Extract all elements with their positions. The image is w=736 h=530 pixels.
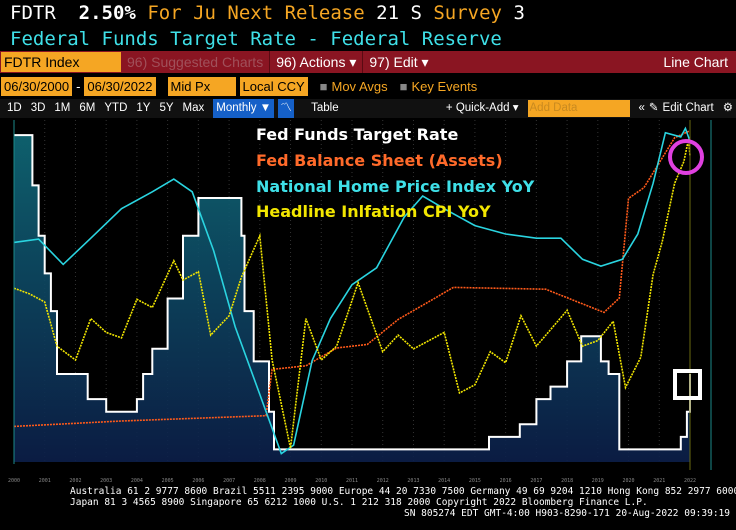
highlight-circle [668,139,704,175]
pencil-icon: ✎ [648,102,659,114]
legend: Fed Funds Target Rate Fed Balance Sheet … [256,125,535,221]
legend-cpi: Headline Inlfation CPI YoY [256,202,491,221]
next-release-label: Next Release [227,2,365,24]
currency-select[interactable]: Local CCY [239,77,308,96]
next-release-value: 21 S [376,2,422,24]
footer-session: SN 805274 EDT GMT-4:00 H903-8290-171 20-… [403,508,730,519]
x-tick-label: 2020 [623,478,635,484]
x-tick-label: 2008 [254,478,266,484]
x-tick-label: 2001 [39,478,51,484]
x-tick-label: 2016 [500,478,512,484]
x-tick-label: 2015 [469,478,481,484]
x-tick-label: 2006 [192,478,204,484]
x-tick-label: 2009 [285,478,297,484]
fed-funds-area [14,135,690,462]
period-1y[interactable]: 1Y [136,102,151,114]
highlight-box [673,369,702,400]
start-date-input[interactable]: 06/30/2000 [1,77,73,96]
x-tick-label: 2005 [162,478,174,484]
end-date-input[interactable]: 06/30/2022 [84,77,156,96]
survey-label: Survey [433,2,502,24]
x-tick-label: 2018 [561,478,573,484]
x-tick-label: 2004 [131,478,143,484]
security-description: Federal Funds Target Rate - Federal Rese… [10,28,502,50]
date-separator: - [76,79,81,94]
x-tick-label: 2017 [530,478,542,484]
x-tick-label: 2014 [438,478,450,484]
x-tick-label: 2022 [684,478,696,484]
period-max[interactable]: Max [182,102,205,114]
x-tick-label: 2013 [407,478,419,484]
x-tick-label: 2002 [69,478,81,484]
period-ytd[interactable]: YTD [104,102,128,114]
range-bar: 06/30/2000 - 06/30/2022 Mid Px Local CCY… [0,76,736,97]
balance-sheet-line[interactable] [13,129,691,428]
footer: Australia 61 2 9777 8600 Brazil 5511 239… [0,486,736,519]
x-tick-label: 2011 [346,478,358,484]
period-6m[interactable]: 6M [79,102,96,114]
legend-home-price: National Home Price Index YoY [256,177,535,196]
x-tick-label: 2003 [100,478,112,484]
frequency-select[interactable]: Monthly ▼ [213,99,275,118]
key-events-toggle[interactable]: Key Events [411,79,478,94]
survey-value: 3 [513,2,525,24]
security-header: FDTR 2.50% For Ju Next Release 21 S Surv… [0,2,736,28]
actions-menu[interactable]: 96) Actions ▾ [269,51,362,73]
x-tick-label: 2012 [377,478,389,484]
suggested-charts-button[interactable]: 96) Suggested Charts [127,54,264,70]
last-value: 2.50% [78,2,136,24]
ticker: FDTR [10,2,56,24]
table-button[interactable]: Table [311,102,339,114]
mov-avgs-toggle[interactable]: Mov Avgs [331,79,388,94]
gear-icon[interactable]: ⚙ [722,102,733,114]
cpi-line[interactable] [13,139,691,449]
x-tick-label: 2019 [592,478,604,484]
legend-fed-funds: Fed Funds Target Rate [256,125,458,144]
x-tick-label: 2010 [315,478,327,484]
for-label: For Ju [147,2,216,24]
period-1d[interactable]: 1D [7,102,22,114]
period-bar: 1D 3D 1M 6M YTD 1Y 5Y Max Monthly ▼ 〽 Ta… [0,99,736,118]
period-5y[interactable]: 5Y [159,102,174,114]
edit-chart-button[interactable]: Edit Chart [662,102,714,114]
chart-type-label: Line Chart [663,54,728,70]
legend-balance-sheet: Fed Balance Sheet (Assets) [256,151,503,170]
price-select[interactable]: Mid Px [167,77,236,96]
checkbox-icon[interactable]: ■ [319,79,328,94]
line-chart[interactable]: 2000 2001 2002 2003 2004 2005 2006 2007 2008 2009… [0,118,736,486]
fed-funds-line[interactable] [14,134,691,451]
x-tick-label: 2007 [223,478,235,484]
period-3d[interactable]: 3D [30,102,46,114]
security-field[interactable]: FDTR Index [1,52,121,72]
add-data-input[interactable]: Add Data [527,100,630,117]
x-tick-label: 2021 [653,478,665,484]
checkbox-icon[interactable]: ■ [399,79,408,94]
period-1m[interactable]: 1M [54,102,71,114]
footer-contacts-1: Australia 61 2 9777 8600 Brazil 5511 239… [70,486,736,497]
collapse-icon[interactable]: « [638,102,645,114]
home-price-line[interactable] [13,126,691,455]
quick-add-button[interactable]: + Quick-Add ▾ [445,102,519,114]
footer-contacts-2: Japan 81 3 4565 8900 Singapore 65 6212 1… [70,497,648,508]
edit-menu[interactable]: 97) Edit ▾ [362,51,434,73]
line-chart-icon[interactable]: 〽 [278,99,295,118]
command-bar: FDTR Index 96) Suggested Charts 96) Acti… [0,51,736,73]
x-tick-label: 2000 [8,478,20,484]
